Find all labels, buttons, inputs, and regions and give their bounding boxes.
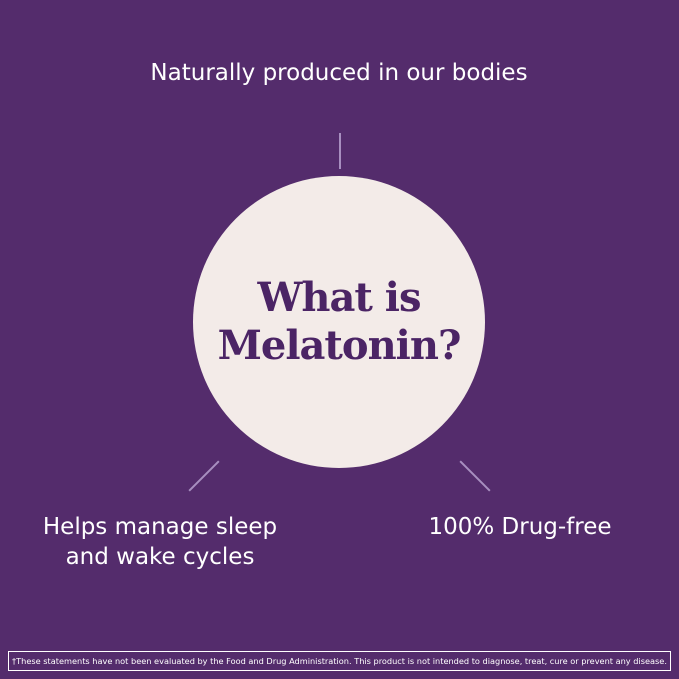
fact-naturally-produced: Naturally produced in our bodies — [150, 60, 528, 86]
fact-sleep-cycles: Helps manage sleep and wake cycles — [42, 514, 278, 570]
center-circle: What is Melatonin? — [193, 176, 485, 468]
connector-line-top — [339, 133, 341, 169]
fact-drug-free: 100% Drug-free — [428, 514, 612, 540]
page-title: What is Melatonin? — [217, 274, 462, 369]
connector-line-right — [459, 460, 491, 492]
connector-line-left — [188, 460, 220, 492]
fda-disclaimer: †These statements have not been evaluate… — [8, 651, 671, 671]
